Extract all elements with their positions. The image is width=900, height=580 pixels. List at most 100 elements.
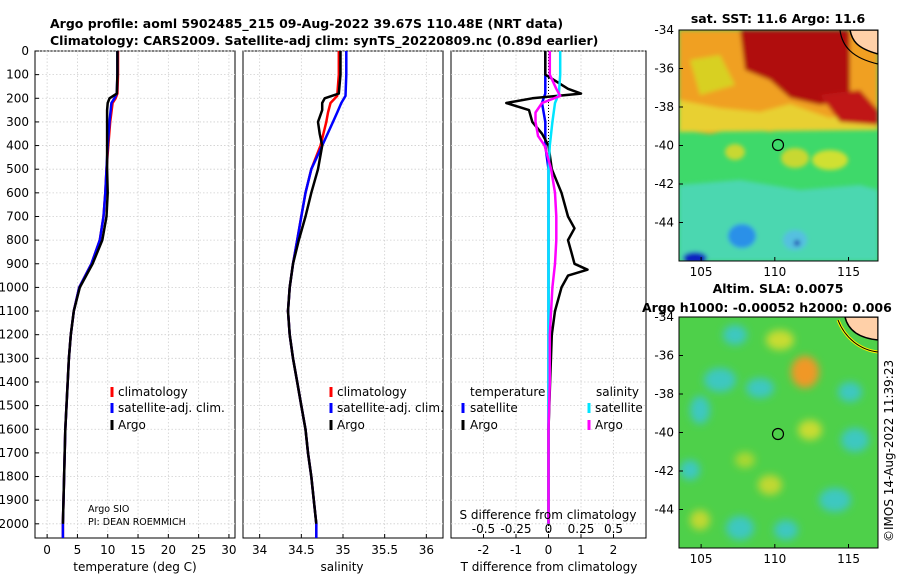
salinity-axis-label: salinity [320,560,363,574]
y-tick-label: 2000 [0,517,29,531]
y-tick-label: 100 [6,68,29,82]
lat-tick-label: -34 [654,23,674,37]
x-tick-label: 20 [161,543,176,557]
sla-heatmap [679,317,878,548]
x-tick-label: 2 [610,543,618,557]
x-tick-label: 1 [577,543,585,557]
lon-tick-label: 110 [763,265,786,279]
s-difference-axis-label: S difference from climatology [460,508,637,522]
x-tick-label: -1 [510,543,522,557]
legend-temperature-satellite-label: satellite [470,401,518,415]
sst-map-panel: sat. SST: 11.6 Argo: 11.6 [654,11,879,279]
x-tick-label: 35.5 [371,543,398,557]
legend-salinity-heading: salinity [596,385,639,399]
legend-salinity-argo-label: Argo [595,418,623,432]
series-line-argo [61,51,119,524]
x-tick-label: 15 [130,543,145,557]
y-tick-label: 1700 [0,446,29,460]
annotation-pi: PI: DEAN ROEMMICH [88,517,186,528]
legend-climatology-label: climatology [337,385,407,399]
series-line-salinity-argo [534,51,562,524]
lat-tick-label: -40 [654,139,674,153]
temperature-plot-area [34,50,236,539]
temperature-axis-ticks: 0 5 10 15 20 25 30 [43,534,237,557]
difference-series [505,51,589,538]
legend-argo-label: Argo [337,418,365,432]
temperature-series [61,51,120,538]
sla-map-panel: Altim. SLA: 0.0075 Argo h1000: -0.00052 … [642,281,892,566]
sst-map-title: sat. SST: 11.6 Argo: 11.6 [691,11,866,26]
sla-longitude-ticks: 105 110 115 [690,544,860,566]
salinity-series [286,51,348,538]
y-tick-label: 1800 [0,470,29,484]
sla-map-subtitle: Argo h1000: -0.00052 h2000: 0.006 [642,300,892,315]
salinity-gridlines [243,50,443,538]
lat-tick-label: -40 [654,426,674,440]
x-tick-label: 5 [74,543,82,557]
x-tick-label: 34 [252,543,267,557]
lat-tick-label: -36 [654,62,674,76]
y-tick-label: 1500 [0,399,29,413]
legend-temperature-argo-label: Argo [470,418,498,432]
lon-tick-label: 115 [837,552,860,566]
lat-tick-label: -44 [654,216,674,230]
x-tick-label: 10 [100,543,115,557]
legend-temperature-heading: temperature [470,385,545,399]
lat-tick-label: -42 [654,464,674,478]
s-tick-label: -0.5 [472,522,495,536]
s-tick-label: 0.5 [604,522,623,536]
series-line-argo [286,51,342,524]
lat-tick-label: -38 [654,387,674,401]
y-tick-label: 900 [6,257,29,271]
temperature-axis-label: temperature (deg C) [73,560,196,574]
x-tick-label: 0 [43,543,51,557]
lat-tick-label: -42 [654,177,674,191]
y-tick-label: 300 [6,115,29,129]
y-tick-label: 0 [21,44,29,58]
annotation-argo-sio: Argo SIO [88,504,129,515]
legend-argo-label: Argo [118,418,146,432]
legend-salinity-satellite-label: satellite [595,401,643,415]
lat-tick-label: -34 [654,310,674,324]
sla-argo-marker [771,427,785,441]
sst-argo-marker [771,138,785,152]
title-line-2: Climatology: CARS2009. Satellite-adj cli… [50,33,598,49]
y-tick-label: 200 [6,91,29,105]
y-tick-label: 1900 [0,493,29,507]
legend-climatology-label: climatology [118,385,188,399]
s-tick-label: -0.25 [500,522,531,536]
y-tick-label: 800 [6,233,29,247]
sst-latitude-ticks: -34 -36 -38 -40 -42 -44 [654,23,683,230]
temperature-legend: climatology satellite-adj. clim. Argo [110,385,225,432]
title-line-1: Argo profile: aoml 5902485_215 09-Aug-20… [50,16,563,32]
y-tick-label: 1000 [0,280,29,294]
sla-latitude-ticks: -34 -36 -38 -40 -42 -44 [654,310,683,517]
difference-legend: temperature satellite Argo salinity sate… [461,385,643,432]
legend-satellite-label: satellite-adj. clim. [337,401,444,415]
y-tick-label: 1600 [0,422,29,436]
depth-axis-ticks: 0 100 200 300 400 500 600 700 800 900 1000 1100 1200… [0,44,39,531]
salinity-axis-ticks: 34 34.5 35 35.5 36 [252,534,434,557]
lon-tick-label: 110 [763,552,786,566]
y-tick-label: 1100 [0,304,29,318]
y-tick-label: 500 [6,162,29,176]
temperature-panel: 0100200300400500600700800900100011001200… [0,44,237,574]
lat-tick-label: -44 [654,503,674,517]
x-tick-label: 36 [419,543,434,557]
lon-tick-label: 105 [690,265,713,279]
sla-map-title: Altim. SLA: 0.0075 [713,281,844,296]
lon-tick-label: 105 [690,552,713,566]
salinity-legend: climatology satellite-adj. clim. Argo [329,385,444,432]
lon-tick-label: 115 [837,265,860,279]
series-line-temperature-argo [505,51,589,524]
lat-tick-label: -36 [654,349,674,363]
y-tick-label: 1200 [0,328,29,342]
sst-heatmap [679,30,878,261]
x-tick-label: -2 [478,543,490,557]
legend-satellite-label: satellite-adj. clim. [118,401,225,415]
salinity-panel: 34 34.5 35 35.5 36 salinity climatology sate… [242,50,444,574]
sst-longitude-ticks: 105 110 115 [690,257,860,279]
y-tick-label: 700 [6,209,29,223]
